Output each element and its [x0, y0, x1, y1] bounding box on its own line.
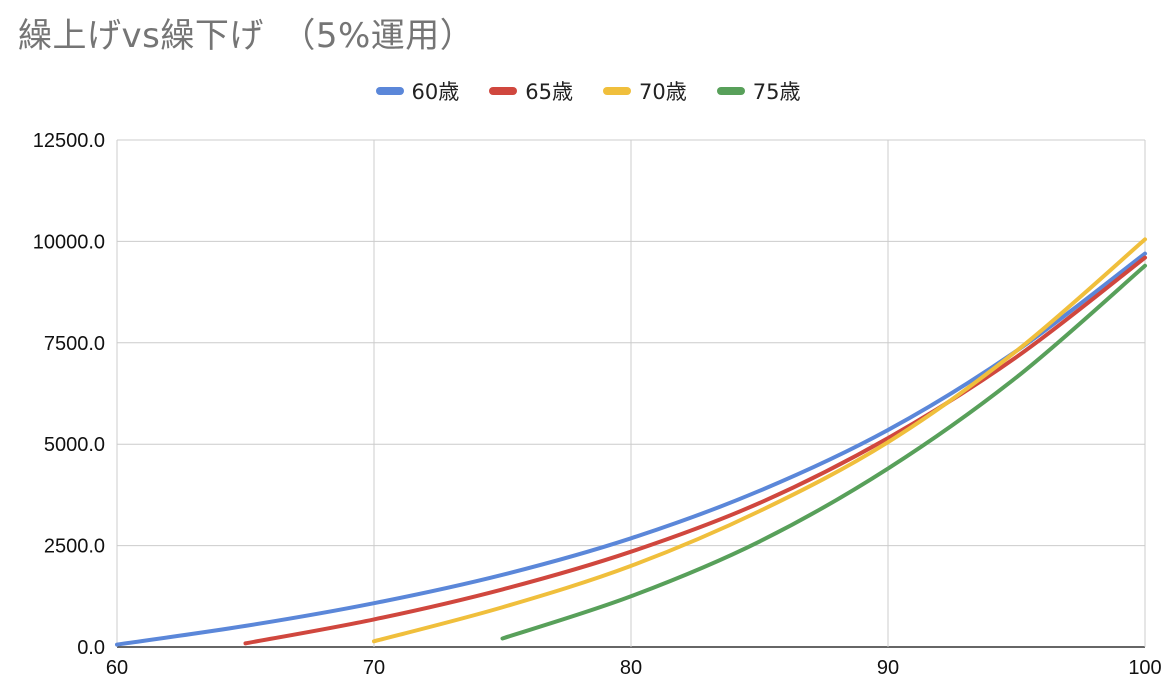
legend-swatch: [375, 87, 404, 95]
y-tick-label: 0.0: [77, 637, 105, 659]
x-tick-label: 60: [106, 657, 128, 679]
legend-swatch: [489, 87, 518, 95]
legend-label: 75歳: [752, 80, 801, 104]
x-tick-label: 90: [877, 657, 899, 679]
x-tick-label: 70: [363, 657, 385, 679]
legend-item[interactable]: 65歳: [489, 76, 573, 106]
legend-item[interactable]: 70歳: [603, 76, 687, 106]
x-tick-label: 80: [620, 657, 642, 679]
y-tick-label: 10000.0: [33, 231, 105, 253]
series-line-65: [243, 255, 1147, 646]
x-tick-label: 100: [1128, 657, 1161, 679]
y-tick-label: 7500.0: [44, 333, 105, 355]
series-line-70: [372, 237, 1147, 644]
legend-label: 65歳: [525, 80, 573, 104]
legend-swatch: [603, 87, 631, 95]
legend-swatch: [716, 87, 745, 95]
y-tick-label: 2500.0: [44, 536, 105, 558]
y-tick-label: 12500.0: [33, 130, 105, 152]
legend-item[interactable]: 60歳: [375, 76, 460, 106]
chart-title: 繰上げvs繰下げ （5%運用）: [18, 16, 475, 56]
legend-label: 70歳: [639, 80, 687, 104]
series-line-75: [500, 263, 1147, 641]
series-line-60: [115, 251, 1147, 647]
legend: 60歳 65歳 70歳 75歳: [0, 76, 1176, 106]
y-tick-label: 5000.0: [44, 434, 105, 456]
legend-label: 60歳: [411, 80, 460, 104]
legend-item[interactable]: 75歳: [716, 76, 801, 106]
